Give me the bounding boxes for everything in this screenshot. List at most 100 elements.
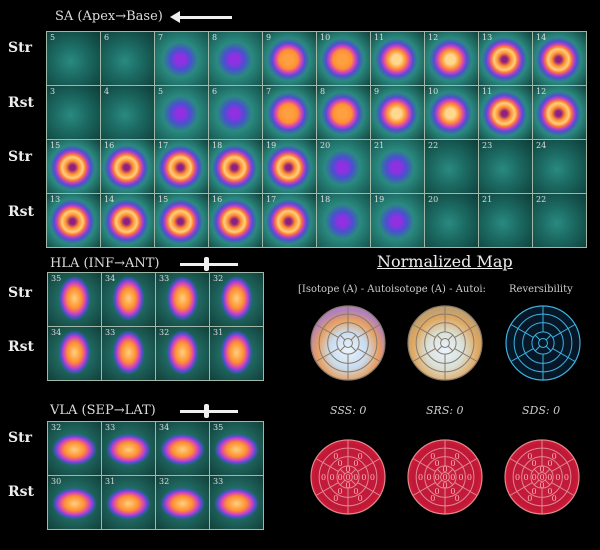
- sa-slice-rst[interactable]: 12: [533, 86, 586, 139]
- hla-slider-track[interactable]: [180, 263, 238, 266]
- vla-slice-rst[interactable]: 30: [48, 476, 101, 529]
- segment-value: 0: [442, 473, 447, 482]
- slice-number: 12: [536, 87, 547, 96]
- sa-slice-rst[interactable]: 6: [209, 86, 262, 139]
- polar-spoke: [454, 324, 478, 338]
- hla-title: HLA (INF→ANT): [50, 256, 160, 271]
- hla-slice-rst[interactable]: 34: [48, 327, 101, 380]
- sa-slice-rst[interactable]: 15: [155, 194, 208, 247]
- sa-slice-str[interactable]: 5: [47, 32, 100, 85]
- sa-slice-rst[interactable]: 3: [47, 86, 100, 139]
- sds-score: SDS: 0: [522, 404, 561, 417]
- slice-number: 24: [536, 141, 547, 150]
- polar-spoke: [510, 348, 534, 362]
- polar-spoke: [357, 324, 381, 338]
- sa-slice-rst[interactable]: 18: [317, 194, 370, 247]
- hla-slice-str[interactable]: 33: [156, 273, 209, 326]
- sa-slice-str[interactable]: 18: [209, 140, 262, 193]
- vla-slice-str[interactable]: 34: [156, 422, 209, 475]
- sa-slice-rst[interactable]: 19: [371, 194, 424, 247]
- segment-value: 0: [337, 487, 342, 496]
- sa-slice-rst[interactable]: 10: [425, 86, 478, 139]
- polar-spoke: [545, 345, 552, 352]
- slice-number: 22: [536, 195, 547, 204]
- sa-slice-rst[interactable]: 22: [533, 194, 586, 247]
- hla-slice-rst[interactable]: 32: [156, 327, 209, 380]
- slice-number: 5: [158, 87, 164, 96]
- sa-slice-str[interactable]: 12: [425, 32, 478, 85]
- sa-slice-rst[interactable]: 16: [209, 194, 262, 247]
- polar-spoke: [436, 468, 443, 475]
- vla-slice-rst[interactable]: 32: [156, 476, 209, 529]
- vla-slice-str[interactable]: 33: [102, 422, 155, 475]
- polar-spoke: [447, 468, 454, 475]
- sa-slice-str[interactable]: 14: [533, 32, 586, 85]
- vla-slider-track[interactable]: [180, 410, 238, 413]
- sa-slice-rst[interactable]: 17: [263, 194, 316, 247]
- slice-number: 32: [51, 423, 62, 432]
- sa-slice-rst[interactable]: 14: [101, 194, 154, 247]
- vla-slice-str[interactable]: 35: [210, 422, 263, 475]
- vla-slice-str[interactable]: 32: [48, 422, 101, 475]
- vla-slice-rst[interactable]: 31: [102, 476, 155, 529]
- slice-number: 34: [159, 423, 170, 432]
- polar-spoke: [315, 482, 339, 496]
- slice-number: 30: [51, 477, 62, 486]
- polar-spoke: [357, 482, 381, 496]
- sa-slice-str[interactable]: 13: [479, 32, 532, 85]
- sa-slice-rst[interactable]: 8: [317, 86, 370, 139]
- slice-number: 15: [158, 195, 169, 204]
- hla-slice-rst[interactable]: 31: [210, 327, 263, 380]
- slice-number: 9: [374, 87, 380, 96]
- polar-spoke: [339, 334, 346, 341]
- slice-number: 20: [428, 195, 439, 204]
- sa-slice-str[interactable]: 23: [479, 140, 532, 193]
- hla-slider-handle[interactable]: [204, 257, 209, 271]
- slice-number: 3: [50, 87, 56, 96]
- sa-slice-str[interactable]: 20: [317, 140, 370, 193]
- sa-slice-rst[interactable]: 21: [479, 194, 532, 247]
- sa-slice-rst[interactable]: 9: [371, 86, 424, 139]
- slice-number: 33: [213, 477, 224, 486]
- hla-slice-str[interactable]: 32: [210, 273, 263, 326]
- row-label-str: Str: [8, 40, 32, 56]
- hla-slice-str[interactable]: 35: [48, 273, 101, 326]
- segment-value: 0: [427, 473, 432, 482]
- polar-spoke: [447, 479, 454, 486]
- sa-slice-str[interactable]: 15: [47, 140, 100, 193]
- slice-number: 11: [482, 87, 493, 96]
- sa-slice-rst[interactable]: 7: [263, 86, 316, 139]
- sa-slice-str[interactable]: 11: [371, 32, 424, 85]
- hla-slice-rst[interactable]: 33: [102, 327, 155, 380]
- sa-slice-str[interactable]: 19: [263, 140, 316, 193]
- vla-slice-rst[interactable]: 33: [210, 476, 263, 529]
- sa-slice-str[interactable]: 17: [155, 140, 208, 193]
- sa-slice-str[interactable]: 9: [263, 32, 316, 85]
- sa-slice-rst[interactable]: 5: [155, 86, 208, 139]
- segment-value: 0: [547, 473, 552, 482]
- vla-slider-handle[interactable]: [204, 404, 209, 418]
- slice-number: 14: [104, 195, 115, 204]
- polar-spoke: [412, 458, 436, 472]
- sa-slice-str[interactable]: 7: [155, 32, 208, 85]
- polar-spoke: [552, 348, 576, 362]
- hla-slice-str[interactable]: 34: [102, 273, 155, 326]
- segment-value: 0: [552, 494, 557, 503]
- sa-slice-rst[interactable]: 20: [425, 194, 478, 247]
- polar-spoke: [412, 324, 436, 338]
- sa-slice-str[interactable]: 8: [209, 32, 262, 85]
- slice-number: 13: [50, 195, 61, 204]
- sa-slice-str[interactable]: 21: [371, 140, 424, 193]
- sa-direction-arrow: [178, 16, 232, 19]
- sa-slice-str[interactable]: 6: [101, 32, 154, 85]
- sa-slice-str[interactable]: 10: [317, 32, 370, 85]
- polar-ring: [440, 338, 450, 348]
- sa-slice-rst[interactable]: 4: [101, 86, 154, 139]
- sa-slice-rst[interactable]: 13: [47, 194, 100, 247]
- sa-slice-str[interactable]: 16: [101, 140, 154, 193]
- slice-number: 11: [374, 33, 385, 42]
- sa-slice-str[interactable]: 24: [533, 140, 586, 193]
- slice-number: 15: [50, 141, 61, 150]
- sa-slice-rst[interactable]: 11: [479, 86, 532, 139]
- sa-slice-str[interactable]: 22: [425, 140, 478, 193]
